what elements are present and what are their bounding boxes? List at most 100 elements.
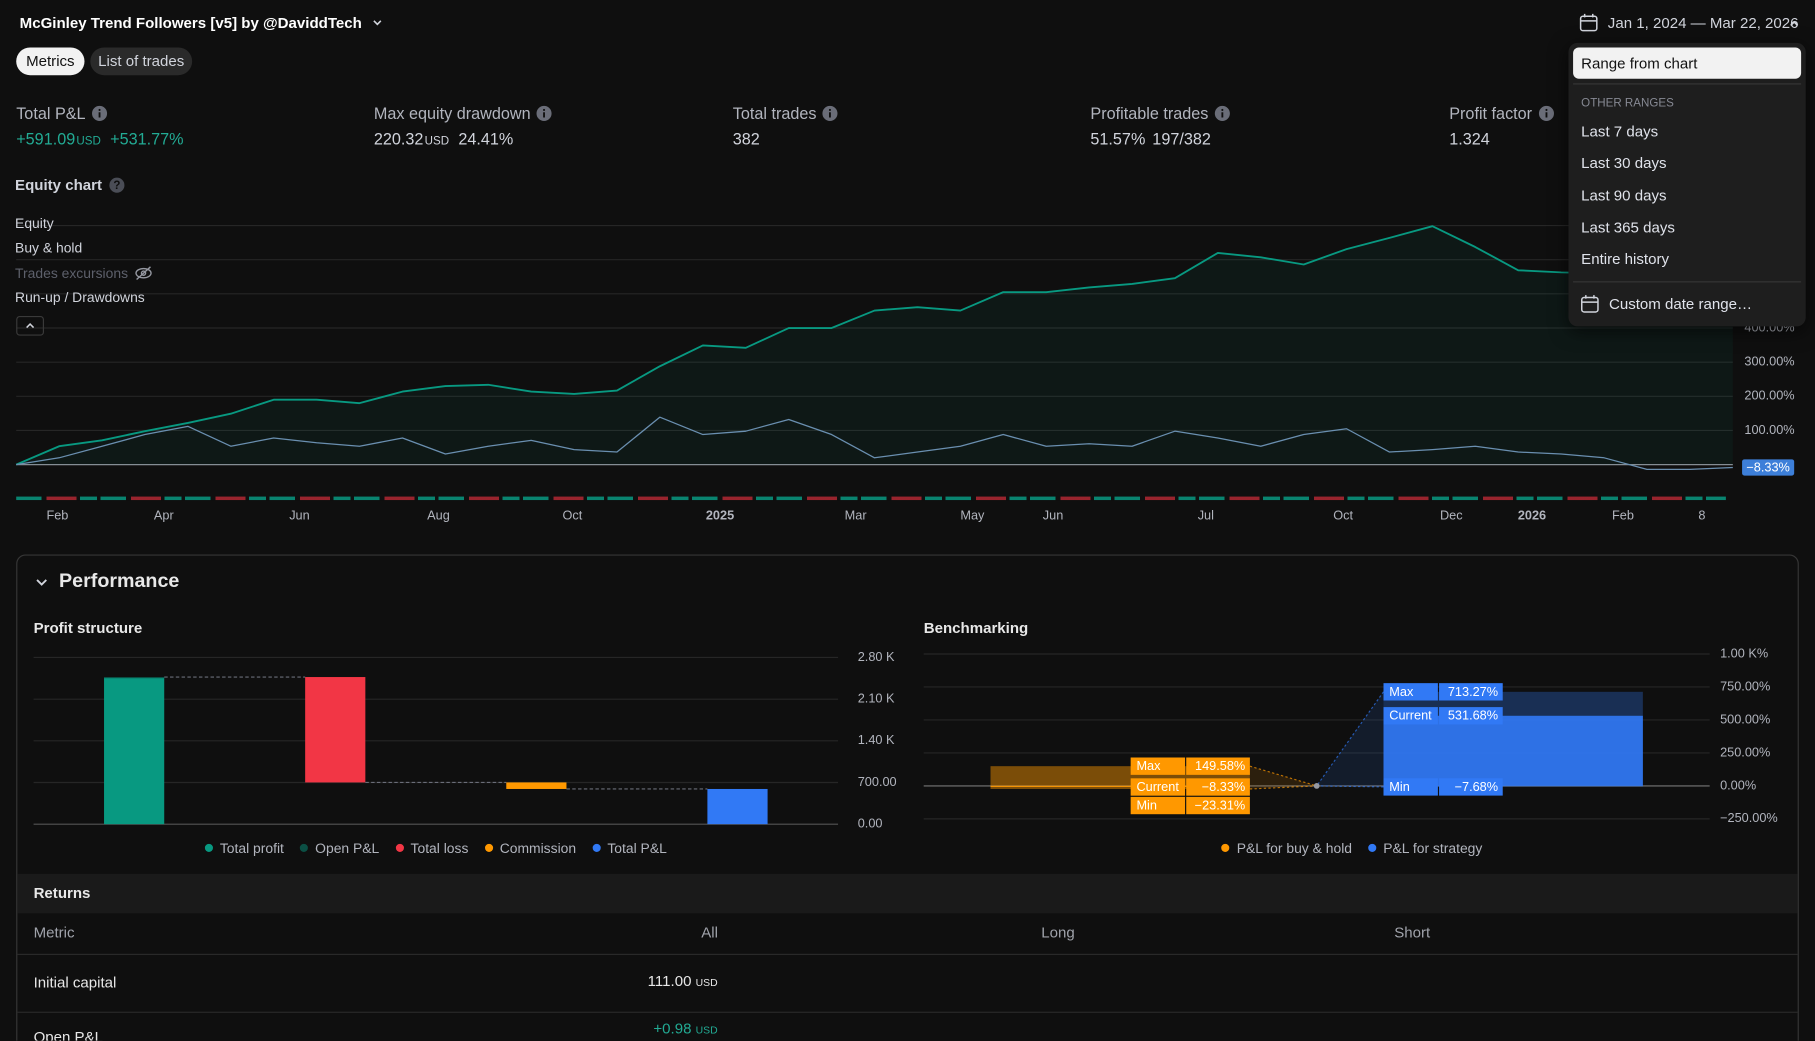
x-tick-label: Apr	[154, 508, 175, 523]
row-label: Initial capital	[33, 973, 117, 991]
value: 382	[732, 129, 760, 149]
column-header[interactable]: Short	[1394, 923, 1431, 942]
dropdown-item[interactable]: Last 30 days	[1581, 153, 1667, 172]
y-tick-label: −250.00%	[1720, 810, 1778, 825]
tab-metrics[interactable]: Metrics	[16, 47, 85, 76]
x-tick-label: 8	[1698, 508, 1705, 523]
x-tick-label: 2026	[1518, 508, 1546, 523]
x-tick-label: Oct	[1333, 508, 1353, 523]
unit: USD	[695, 976, 718, 989]
series-line	[16, 416, 1733, 471]
y-tick-label: 700.00	[858, 774, 897, 789]
pivot-point	[1313, 783, 1320, 789]
row-divider	[17, 953, 1798, 955]
calendar-icon[interactable]	[1579, 13, 1599, 33]
legend-dot	[395, 843, 404, 852]
cell-value: 111.00 USD	[556, 972, 718, 992]
bar	[104, 677, 165, 825]
value-label: −23.31%	[1195, 797, 1246, 812]
row-label: Open P&L	[33, 1027, 104, 1041]
info-icon[interactable]	[822, 105, 838, 121]
legend: P&L for buy & hold P&L for strategy	[924, 839, 1781, 858]
legend-item[interactable]: Trades excursions	[15, 265, 129, 282]
legend: Total profit Open P&L Total loss Commission…	[34, 839, 838, 858]
x-tick-label: May	[960, 508, 985, 523]
dropdown-section: OTHER RANGES	[1581, 97, 1674, 110]
title-chevron[interactable]	[372, 17, 384, 29]
legend-item[interactable]: Run-up / Drawdowns	[15, 289, 145, 306]
calendar-icon	[1581, 295, 1599, 313]
label-box	[1130, 778, 1186, 796]
dropdown-item[interactable]: Last 365 days	[1581, 218, 1675, 237]
metric-label-text: Total trades	[732, 104, 817, 123]
value-label: −7.68%	[1455, 779, 1499, 794]
extra: 197/382	[1152, 129, 1211, 149]
divider	[1573, 83, 1802, 85]
label-box	[1439, 683, 1503, 701]
legend-label: P&L for strategy	[1383, 840, 1483, 857]
unit: USD	[695, 1024, 718, 1036]
legend-item: Open P&L	[300, 839, 379, 858]
tab-trades[interactable]: List of trades	[90, 47, 193, 76]
x-tick-label: Aug	[427, 508, 450, 523]
value-label: 713.27%	[1448, 684, 1498, 699]
legend-item[interactable]: Buy & hold	[15, 239, 83, 256]
extra: +531.77%	[110, 129, 184, 149]
dropdown-selected[interactable]: Range from chart	[1573, 47, 1802, 79]
performance-charts: 0.00 700.00 1.40 K 2.10 K 2.80 K −250.00% 0.00…	[33, 645, 1778, 831]
strategy-title[interactable]: McGinley Trend Followers [v5] by @Davidd…	[19, 13, 362, 32]
row-label: Max	[1136, 758, 1161, 773]
connector	[1316, 691, 1384, 787]
x-tick-label: Feb	[46, 508, 68, 523]
legend-item[interactable]: Equity	[15, 215, 54, 232]
metric-label-text: Max equity drawdown	[373, 104, 531, 123]
y-tick-label: 2.10 K	[858, 691, 895, 706]
x-tick-label: Oct	[562, 508, 582, 523]
info-icon[interactable]	[91, 105, 107, 121]
x-tick-label: Mar	[845, 508, 868, 523]
metric-label: Max equity drawdown	[374, 104, 553, 123]
value: 220.32	[373, 129, 424, 149]
performance-panel	[16, 554, 1799, 1041]
metric-value: 220.32USD 24.41%	[374, 130, 513, 152]
metric-label-text: Profitable trades	[1090, 104, 1209, 123]
y-tick-label: 100.00%	[1744, 422, 1794, 437]
info-icon[interactable]	[1538, 105, 1554, 121]
row-label: Current	[1136, 779, 1179, 794]
label-box	[1383, 778, 1438, 796]
dropdown-item[interactable]: Last 7 days	[1581, 122, 1659, 141]
legend-dot	[204, 843, 213, 852]
date-caret[interactable]	[1788, 17, 1800, 29]
collapse-chevron[interactable]	[35, 575, 49, 589]
legend-dot	[300, 843, 309, 852]
dropdown-item[interactable]: Last 90 days	[1581, 186, 1667, 204]
y-tick-label: 750.00%	[1720, 678, 1770, 693]
label-box	[1439, 778, 1503, 796]
y-tick-label: 300.00%	[1744, 354, 1794, 369]
info-icon[interactable]	[1214, 105, 1230, 121]
row-label: Min	[1136, 797, 1157, 812]
caret-up	[26, 323, 35, 329]
info-icon[interactable]	[536, 105, 553, 121]
x-tick-label: Jul	[1198, 508, 1214, 523]
date-range-dropdown: Range from chart OTHER RANGES Last 7 day…	[1568, 42, 1806, 327]
y-tick-label: 2.80 K	[858, 649, 895, 664]
metric-label-text: Profit factor	[1449, 104, 1533, 123]
performance-title[interactable]: Performance	[59, 569, 180, 592]
hidden-eye-icon[interactable]	[134, 265, 153, 281]
column-header[interactable]: Metric	[33, 923, 75, 942]
dropdown-custom[interactable]: Custom date range…	[1608, 295, 1753, 313]
collapse-legend-button[interactable]	[16, 316, 44, 336]
column-header[interactable]: All	[701, 923, 718, 942]
date-range[interactable]: Jan 1, 2024 — Mar 22, 2026	[1607, 13, 1799, 32]
divider	[1573, 281, 1802, 283]
value-label: 149.58%	[1195, 758, 1245, 773]
dropdown-item[interactable]: Entire history	[1581, 250, 1670, 268]
column-header[interactable]: Long	[1041, 923, 1075, 942]
help-icon[interactable]: ?	[109, 177, 125, 193]
bar	[707, 788, 768, 825]
returns-header	[17, 873, 1798, 914]
label-box	[1439, 707, 1503, 725]
connector	[1249, 785, 1317, 790]
